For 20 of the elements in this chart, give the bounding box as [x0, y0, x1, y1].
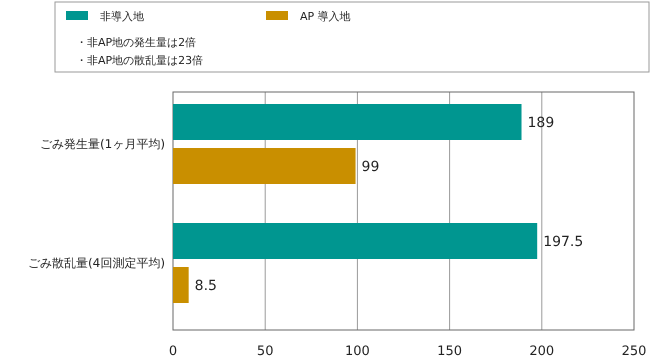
data-label: 197.5 — [543, 234, 584, 250]
y-tick-label: ごみ発生量(1ヶ月平均) — [40, 137, 165, 151]
text: ・非AP地の散乱量は23倍 — [76, 54, 204, 67]
data-label: 189 — [528, 115, 554, 131]
x-tick-label: 250 — [622, 344, 646, 359]
legend-label: 非導入地 — [100, 10, 144, 23]
x-tick-label: 0 — [168, 344, 178, 359]
x-tick-label: 50 — [256, 344, 274, 359]
bar — [173, 104, 522, 140]
data-label: 8.5 — [194, 278, 217, 294]
x-tick-label: 100 — [344, 344, 370, 359]
legend-label: AP 導入地 — [300, 10, 351, 23]
bar — [173, 223, 538, 259]
x-tick-label: 150 — [437, 344, 462, 359]
text: ・非AP地の発生量は2倍 — [76, 36, 196, 49]
x-tick-label: 200 — [529, 344, 554, 359]
bar — [173, 267, 189, 303]
data-label: 99 — [362, 159, 380, 175]
y-tick-label: ごみ散乱量(4回測定平均) — [28, 256, 165, 270]
bar — [173, 148, 356, 184]
